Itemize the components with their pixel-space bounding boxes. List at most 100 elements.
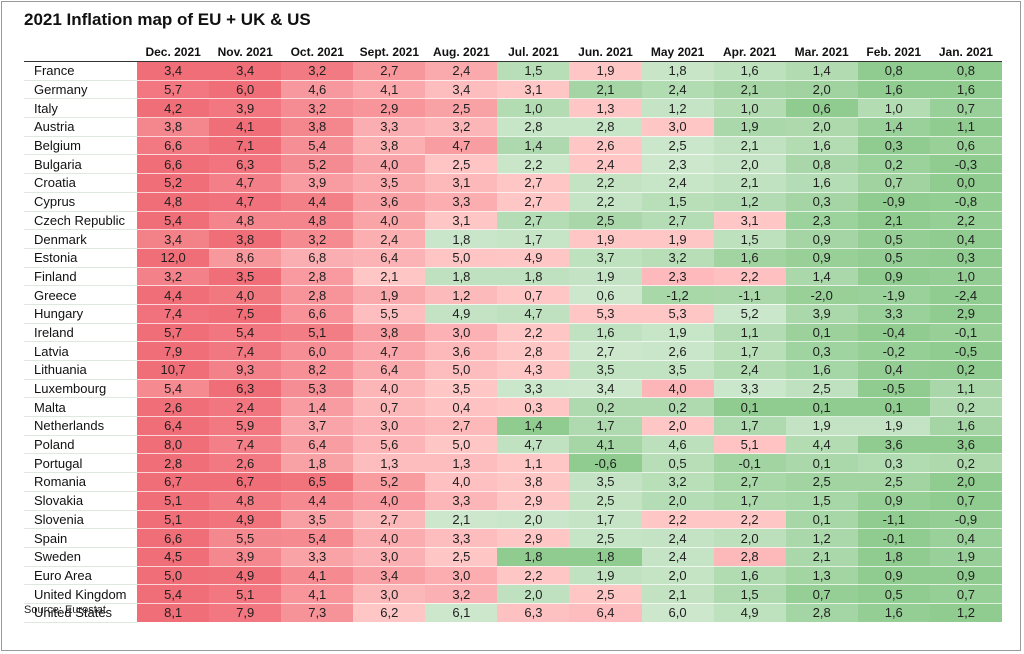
heatmap-cell: 0,3 bbox=[857, 136, 930, 156]
heatmap-cell: 5,4 bbox=[281, 136, 354, 156]
heatmap-cell: 1,0 bbox=[497, 98, 570, 119]
heatmap-cell: 4,7 bbox=[209, 192, 282, 212]
header-corner bbox=[24, 43, 138, 62]
heatmap-cell: 5,5 bbox=[209, 528, 282, 548]
heatmap-cell: 2,0 bbox=[497, 584, 570, 604]
heatmap-cell: 0,6 bbox=[569, 285, 642, 305]
heatmap-cell: 3,5 bbox=[569, 472, 642, 492]
heatmap-cell: 3,2 bbox=[641, 248, 714, 268]
heatmap-cell: -0,9 bbox=[929, 510, 1002, 530]
table-row: Hungary 7,4 7,5 6,6 5,5 4,9 4,7 5,3 5,3 5,2 3,9 3,3… bbox=[24, 304, 1002, 324]
heatmap-cell: 4,1 bbox=[281, 566, 354, 586]
heatmap-cell: 1,0 bbox=[857, 98, 930, 119]
heatmap-cell: 6,4 bbox=[353, 360, 426, 380]
heatmap-cell: 3,3 bbox=[497, 379, 570, 399]
heatmap-cell: 1,7 bbox=[569, 416, 642, 436]
heatmap-cell: 5,4 bbox=[137, 584, 210, 604]
heatmap-cell: 1,9 bbox=[641, 229, 714, 249]
country-label: Lithuania bbox=[24, 360, 138, 380]
heatmap-cell: 3,5 bbox=[641, 360, 714, 380]
heatmap-cell: 2,8 bbox=[713, 547, 786, 567]
column-header: Apr. 2021 bbox=[713, 43, 786, 62]
heatmap-cell: 2,1 bbox=[713, 136, 786, 156]
heatmap-cell: 0,9 bbox=[857, 566, 930, 586]
table-row: Euro Area 5,0 4,9 4,1 3,4 3,0 2,2 1,9 2,0 1,6 1,3 0… bbox=[24, 566, 1002, 586]
table-row: Spain 6,6 5,5 5,4 4,0 3,3 2,9 2,5 2,4 2,0 1,2 -0,1 0… bbox=[24, 528, 1002, 548]
heatmap-cell: 1,7 bbox=[713, 416, 786, 436]
table-row: Lithuania 10,7 9,3 8,2 6,4 5,0 4,3 3,5 3,5 2,4 1,6… bbox=[24, 360, 1002, 380]
heatmap-cell: 2,5 bbox=[425, 547, 498, 567]
heatmap-cell: 4,8 bbox=[137, 192, 210, 212]
heatmap-cell: 2,0 bbox=[641, 491, 714, 511]
heatmap-cell: 6,3 bbox=[497, 603, 570, 623]
country-label: Denmark bbox=[24, 229, 138, 249]
heatmap-cell: 10,7 bbox=[137, 360, 210, 380]
heatmap-cell: 0,1 bbox=[785, 510, 858, 530]
heatmap-cell: 3,8 bbox=[209, 229, 282, 249]
heatmap-cell: 4,7 bbox=[497, 435, 570, 455]
heatmap-cell: 1,8 bbox=[497, 267, 570, 287]
heatmap-cell: 0,1 bbox=[785, 397, 858, 418]
country-label: Latvia bbox=[24, 341, 138, 361]
table-row: United States 8,1 7,9 7,3 6,2 6,1 6,3 6,4 6,0 4,9… bbox=[24, 603, 1002, 623]
heatmap-cell: 0,7 bbox=[929, 584, 1002, 604]
heatmap-cell: 3,2 bbox=[281, 229, 354, 249]
heatmap-cell: 2,0 bbox=[641, 566, 714, 586]
table-row: Estonia 12,0 8,6 6,8 6,4 5,0 4,9 3,7 3,2 1,6 0,9 0,… bbox=[24, 248, 1002, 268]
heatmap-cell: 3,2 bbox=[281, 98, 354, 119]
heatmap-cell: 5,3 bbox=[641, 304, 714, 324]
country-label: Luxembourg bbox=[24, 379, 138, 399]
heatmap-cell: 3,6 bbox=[353, 192, 426, 212]
heatmap-cell: 4,0 bbox=[641, 379, 714, 399]
heatmap-cell: 3,1 bbox=[713, 211, 786, 231]
column-header: Mar. 2021 bbox=[785, 43, 858, 62]
heatmap-cell: 1,1 bbox=[497, 453, 570, 474]
heatmap-cell: 1,0 bbox=[713, 98, 786, 119]
heatmap-cell: 1,6 bbox=[785, 360, 858, 380]
heatmap-cell: 0,9 bbox=[785, 229, 858, 249]
heatmap-cell: 1,9 bbox=[353, 285, 426, 305]
heatmap-cell: 1,8 bbox=[497, 547, 570, 567]
heatmap-cell: 5,5 bbox=[353, 304, 426, 324]
heatmap-cell: -2,0 bbox=[785, 285, 858, 305]
heatmap-cell: 3,0 bbox=[353, 416, 426, 436]
heatmap-cell: 7,1 bbox=[209, 136, 282, 156]
country-label: Romania bbox=[24, 472, 138, 492]
country-label: Slovakia bbox=[24, 491, 138, 511]
heatmap-cell: 6,0 bbox=[209, 80, 282, 100]
heatmap-cell: 1,6 bbox=[857, 603, 930, 623]
heatmap-cell: 0,2 bbox=[641, 397, 714, 418]
heatmap-cell: 5,2 bbox=[281, 154, 354, 175]
table-row: Italy 4,2 3,9 3,2 2,9 2,5 1,0 1,3 1,2 1,0 0,6 1,0 0,… bbox=[24, 98, 1002, 119]
heatmap-cell: 2,8 bbox=[497, 117, 570, 137]
heatmap-cell: 1,7 bbox=[497, 229, 570, 249]
heatmap-cell: 3,4 bbox=[353, 566, 426, 586]
heatmap-cell: 4,4 bbox=[281, 192, 354, 212]
heatmap-cell: 0,0 bbox=[929, 173, 1002, 193]
table-row: Cyprus 4,8 4,7 4,4 3,6 3,3 2,7 2,2 1,5 1,2 0,3 -0,9… bbox=[24, 192, 1002, 212]
heatmap-cell: 6,6 bbox=[137, 136, 210, 156]
heatmap-cell: 1,0 bbox=[929, 267, 1002, 287]
heatmap-cell: 4,5 bbox=[137, 547, 210, 567]
heatmap-cell: 3,5 bbox=[209, 267, 282, 287]
heatmap-cell: 3,3 bbox=[713, 379, 786, 399]
country-label: Spain bbox=[24, 528, 138, 548]
heatmap-cell: 1,6 bbox=[713, 61, 786, 81]
table-row: Poland 8,0 7,4 6,4 5,6 5,0 4,7 4,1 4,6 5,1 4,4 3,6 3… bbox=[24, 435, 1002, 455]
heatmap-cell: 3,6 bbox=[425, 341, 498, 361]
heatmap-cell: 2,1 bbox=[353, 267, 426, 287]
heatmap-cell: 1,3 bbox=[353, 453, 426, 474]
heatmap-cell: 4,0 bbox=[353, 379, 426, 399]
heatmap-cell: 8,2 bbox=[281, 360, 354, 380]
source-note: Source: Eurostat bbox=[24, 604, 106, 616]
heatmap-cell: 2,8 bbox=[137, 453, 210, 474]
heatmap-cell: 4,3 bbox=[497, 360, 570, 380]
heatmap-cell: 0,2 bbox=[569, 397, 642, 418]
heatmap-cell: -1,9 bbox=[857, 285, 930, 305]
heatmap-cell: 5,4 bbox=[137, 211, 210, 231]
heatmap-cell: 2,5 bbox=[425, 98, 498, 119]
heatmap-cell: 1,5 bbox=[641, 192, 714, 212]
heatmap-cell: -2,4 bbox=[929, 285, 1002, 305]
heatmap-cell: 2,0 bbox=[497, 510, 570, 530]
